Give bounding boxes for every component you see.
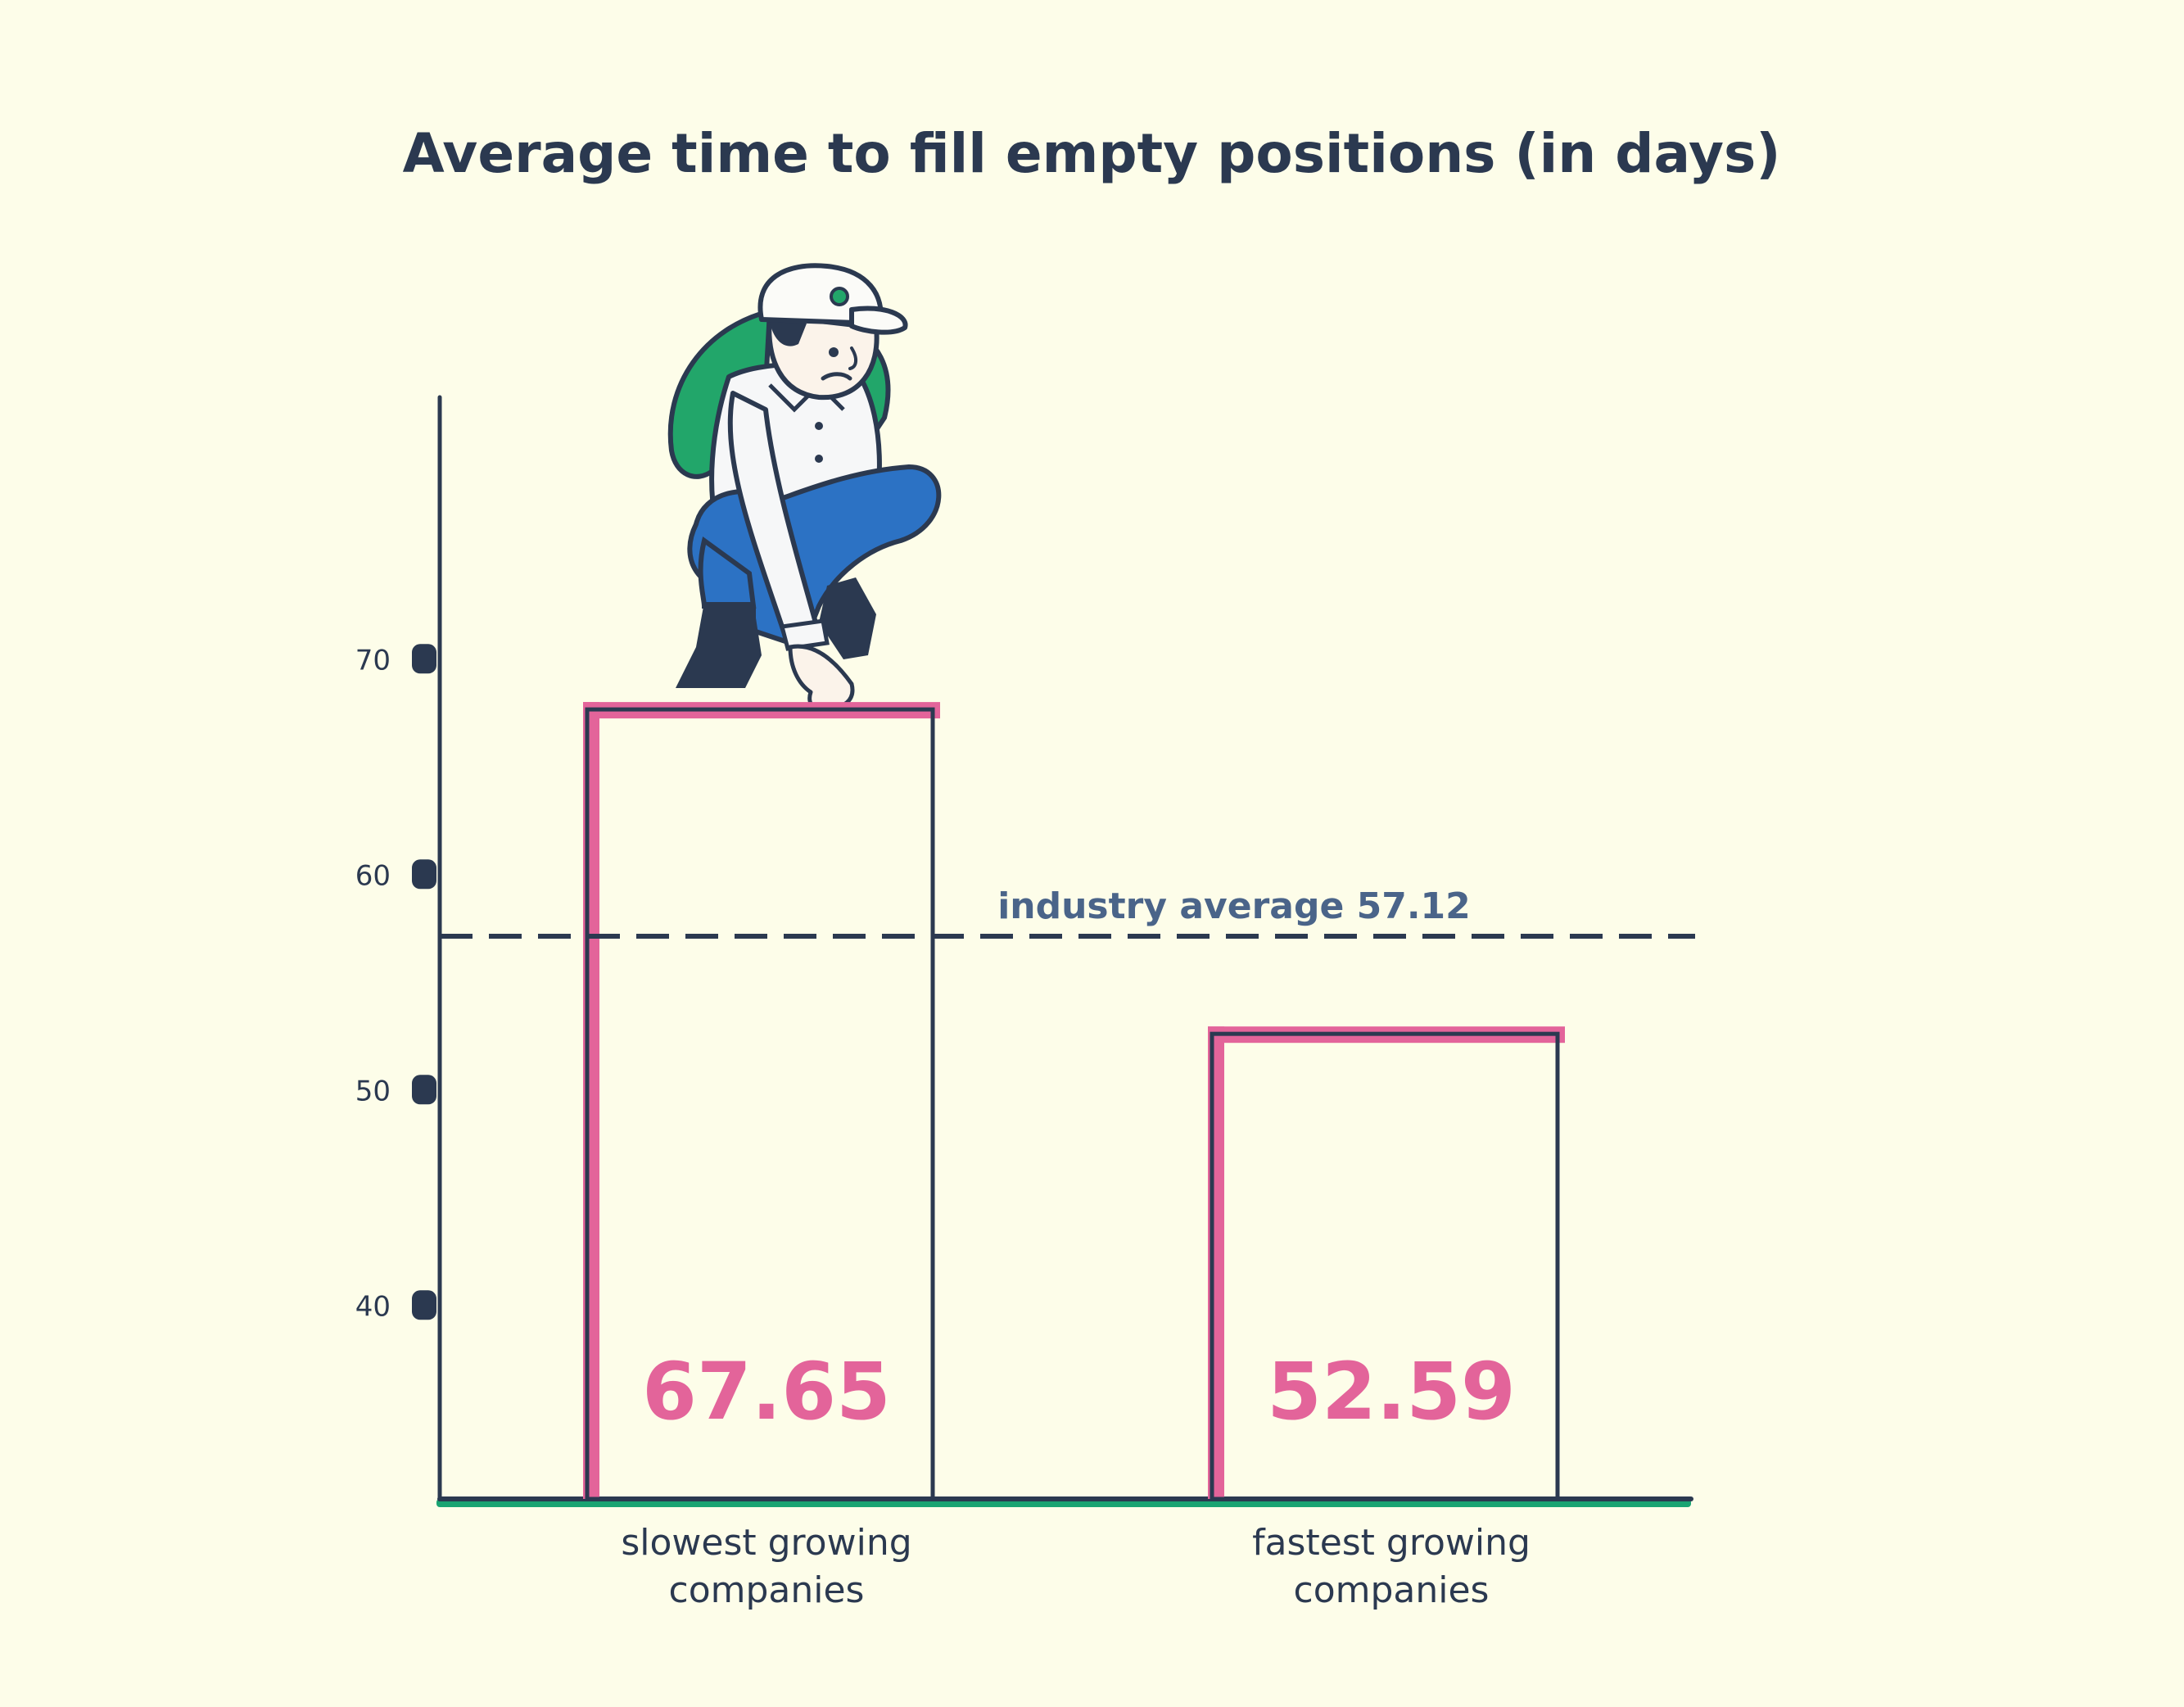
shirt-button: [815, 422, 823, 430]
category-label: companies: [669, 1569, 865, 1611]
y-tick-label: 40: [355, 1290, 391, 1323]
labels: 67.65 slowest growing companies 52.59 fastes…: [621, 1346, 1531, 1611]
y-tick-label: 50: [355, 1075, 391, 1107]
cuff-shape: [779, 618, 830, 651]
cap-brim-shape: [849, 306, 908, 335]
mouth-shape: [821, 372, 852, 381]
boot-left-shape: [676, 602, 762, 688]
reference-line: industry average 57.12: [440, 885, 1695, 940]
hiker-with-backpack-illustration: [667, 263, 942, 712]
axes: 40 50 60 70: [355, 395, 1693, 1507]
y-tick-mark: [412, 1290, 436, 1320]
category-label: companies: [1294, 1569, 1490, 1611]
boot-right-shape: [819, 577, 876, 659]
bar-value-label: 52.59: [1267, 1346, 1516, 1438]
cap-badge-shape: [830, 287, 849, 306]
y-tick-mark: [412, 644, 436, 674]
chart-title: Average time to fill empty positions (in…: [403, 122, 1781, 185]
bar: [585, 707, 935, 1501]
y-tick-label: 60: [355, 859, 391, 892]
y-tick-label: 70: [355, 644, 391, 677]
bar: [1210, 1031, 1560, 1501]
y-tick-mark: [412, 859, 436, 890]
bar-value-label: 67.65: [642, 1346, 891, 1438]
bars: [583, 702, 1565, 1501]
category-label: fastest growing: [1252, 1522, 1531, 1564]
reference-line-label: industry average 57.12: [997, 885, 1471, 927]
y-tick-mark: [412, 1075, 436, 1105]
eye-shape: [829, 347, 839, 357]
category-label: slowest growing: [621, 1522, 911, 1564]
nose-shape: [848, 346, 857, 370]
shirt-button: [815, 455, 823, 463]
